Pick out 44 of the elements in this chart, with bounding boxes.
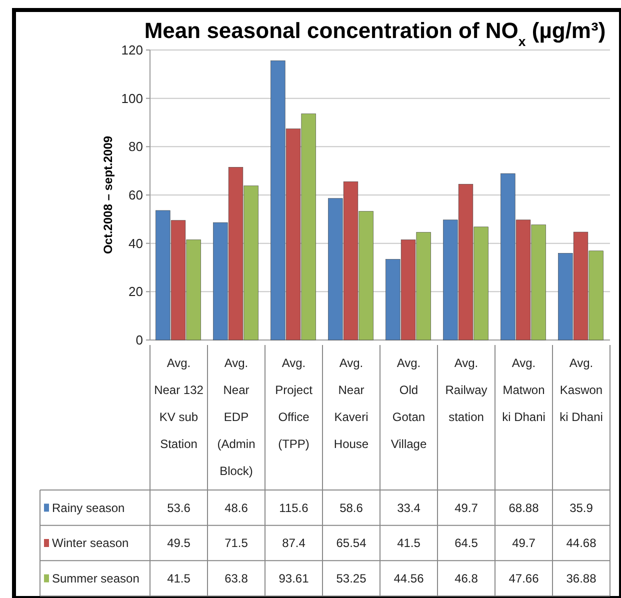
- data-label: 49.7: [454, 500, 478, 515]
- data-label: 44.56: [394, 572, 424, 586]
- y-axis-title: Oct.2008 – sept.2009: [101, 136, 115, 254]
- y-tick-label: 40: [128, 236, 143, 251]
- legend-label: Winter season: [52, 536, 129, 550]
- x-tick-label: Avg. Old Gotan Village: [390, 356, 427, 451]
- x-tick-label: Avg. Kaswon ki Dhani: [560, 356, 603, 424]
- data-label: 35.9: [570, 500, 594, 515]
- y-tick-label: 20: [128, 284, 143, 300]
- x-tick-label: Avg. Near Kaveri House: [334, 356, 369, 451]
- x-tick-label: Avg. Project Office (TPP): [275, 356, 314, 451]
- data-label: 71.5: [224, 536, 248, 550]
- data-label: 33.4: [397, 500, 421, 515]
- data-label: 49.7: [512, 536, 536, 550]
- legend-label: Summer season: [52, 572, 140, 586]
- y-tick-label: 100: [121, 90, 143, 106]
- data-label: 68.88: [508, 500, 540, 515]
- y-tick-label: 80: [128, 139, 143, 154]
- data-label: 65.54: [336, 536, 367, 550]
- data-label: 53.25: [336, 572, 367, 586]
- data-label: 49.5: [167, 536, 191, 550]
- chart-title: Mean seasonal concentration of NO$_{x}$ (µg/m³): [144, 18, 606, 48]
- data-label: 58.6: [340, 500, 364, 515]
- x-tick-label: Avg. Matwon ki Dhani: [502, 356, 546, 424]
- x-tick-label: Avg. Near 132 KV sub Station: [154, 356, 204, 451]
- y-tick-label: 60: [128, 188, 143, 203]
- data-label: 46.8: [454, 572, 478, 586]
- legend-label: Rainy season: [52, 500, 125, 515]
- data-label: 48.6: [224, 500, 248, 515]
- x-tick-label: Avg. Near EDP (Admin Block): [217, 356, 256, 478]
- data-label: 93.61: [278, 572, 310, 586]
- data-label: 87.4: [282, 536, 306, 550]
- x-tick-label: Avg. Railway station: [445, 356, 488, 424]
- data-label: 53.6: [167, 500, 191, 515]
- data-label: 63.8: [224, 572, 248, 586]
- data-label: 44.68: [566, 536, 597, 550]
- data-label: 47.66: [508, 572, 540, 586]
- data-label: 41.5: [167, 572, 191, 586]
- data-label: 41.5: [397, 536, 421, 550]
- y-tick-label: 0: [136, 332, 143, 348]
- data-label: 36.88: [566, 572, 597, 586]
- y-tick-label: 120: [121, 42, 143, 58]
- data-label: 115.6: [279, 500, 309, 515]
- data-label: 64.5: [454, 536, 478, 550]
